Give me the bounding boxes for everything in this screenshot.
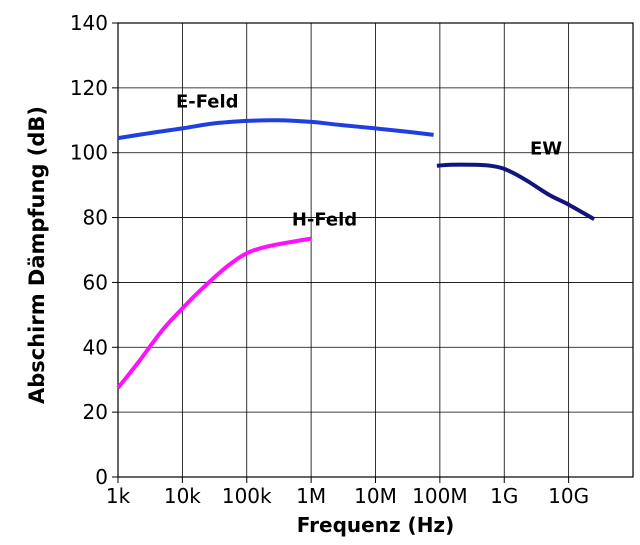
y-tick-label: 40 (83, 335, 108, 359)
y-tick-label: 100 (70, 141, 108, 165)
x-tick-label: 100M (412, 484, 467, 508)
y-tick-label: 20 (83, 400, 108, 424)
series-lines (116, 118, 596, 390)
series-line-h-feld (116, 236, 312, 390)
series-line-e-feld (117, 118, 434, 141)
x-tick-label: 10G (548, 484, 589, 508)
y-axis-ticks: 0 20 40 60 80 100 120 140 (70, 11, 118, 489)
series-label-e-feld: E-Feld (176, 91, 239, 112)
x-tick-label: 1M (296, 484, 326, 508)
x-tick-label: 1G (490, 484, 518, 508)
y-tick-label: 60 (83, 270, 108, 294)
x-axis-ticks: 1k 10k 100k 1M 10M 100M 1G 10G (106, 477, 589, 508)
series-label-h-feld: H-Feld (292, 210, 357, 231)
x-tick-label: 100k (222, 484, 272, 508)
y-tick-label: 140 (70, 11, 108, 35)
y-tick-label: 0 (95, 465, 108, 489)
x-tick-label: 10M (354, 484, 397, 508)
series-label-ew: EW (530, 138, 562, 159)
series-line-ew (436, 162, 596, 221)
x-axis-title: Frequenz (Hz) (297, 513, 454, 537)
y-tick-label: 80 (83, 206, 108, 230)
x-tick-label: 10k (164, 484, 201, 508)
series-labels: E-Feld H-Feld EW (176, 91, 562, 230)
y-axis-title: Abschirm Dämpfung (dB) (25, 106, 49, 404)
x-tick-label: 1k (106, 484, 131, 508)
y-tick-label: 120 (70, 76, 108, 100)
